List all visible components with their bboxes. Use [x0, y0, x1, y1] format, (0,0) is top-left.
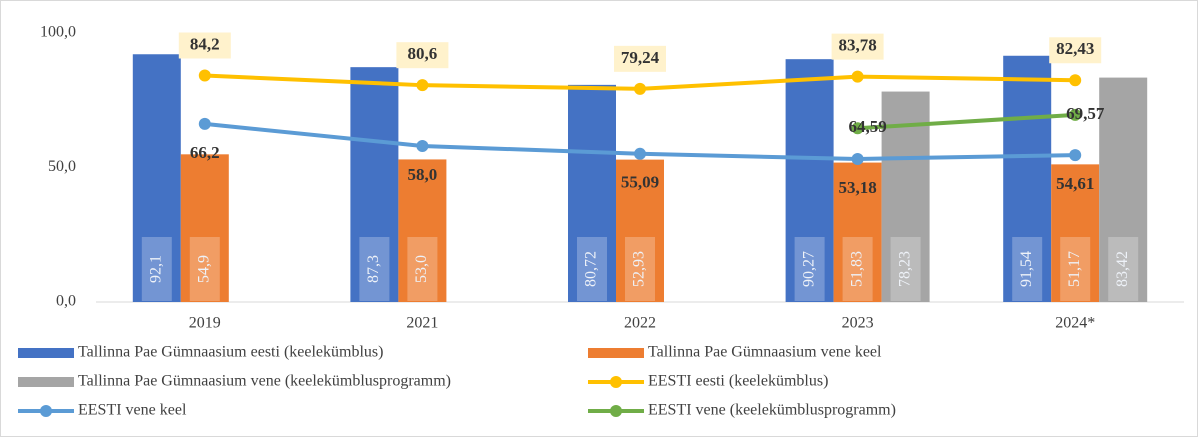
bar: [1099, 77, 1148, 303]
line-point: [198, 69, 211, 82]
bar-value-label: 91,54: [1018, 251, 1035, 287]
line-value-label: 55,09: [621, 173, 659, 192]
legend-swatch: [588, 348, 644, 358]
line-point: [416, 139, 429, 152]
line-value-label: 58,0: [408, 165, 438, 184]
bar-value-label: 92,1: [147, 255, 164, 283]
bar-label-box: [794, 237, 825, 301]
y-tick-label: 50,0: [48, 158, 76, 175]
bar-value-label: 83,42: [1114, 251, 1131, 287]
bar-value-label: 87,3: [365, 255, 382, 283]
bar-value-label: 90,27: [800, 251, 817, 287]
line-point: [634, 82, 646, 95]
bar: [350, 67, 399, 303]
legend-label: EESTI vene keel: [78, 402, 187, 419]
line-value-label: 79,24: [621, 48, 660, 67]
bar-label-box: [577, 237, 607, 301]
bar-value-label: 53,0: [413, 255, 430, 283]
line-value-label: 66,2: [190, 143, 220, 162]
line-label-box: [396, 42, 449, 69]
line-point: [1069, 108, 1082, 121]
legend-swatch-point: [610, 376, 622, 388]
x-tick-label: 2023: [842, 315, 874, 332]
bar-label-box: [359, 237, 390, 301]
line-value-label: 54,61: [1056, 174, 1094, 193]
bar-label-box: [890, 237, 921, 301]
bar: [132, 54, 181, 302]
y-tick-label: 100,0: [40, 24, 76, 41]
legend-swatch: [18, 377, 74, 387]
bar-label-box: [1108, 237, 1139, 301]
bar-label-box: [189, 237, 220, 301]
legend-swatch: [18, 348, 74, 358]
line-point: [198, 117, 211, 130]
line-point: [1069, 74, 1082, 87]
bar-value-label: 80,72: [583, 251, 600, 287]
line: [855, 112, 1078, 131]
line-value-label: 80,6: [408, 44, 438, 63]
bar-label-box: [1060, 237, 1091, 301]
legend-label: Tallinna Pae Gümnaasium vene keel: [648, 344, 882, 361]
line-label-box: [614, 45, 666, 72]
bar-value-label: 54,9: [195, 255, 212, 283]
x-tick-label: 2019: [189, 315, 221, 332]
bar-label-box: [625, 237, 655, 301]
legend-label: EESTI eesti (keelekümblus): [648, 373, 828, 390]
x-tick-label: 2024*: [1055, 315, 1095, 332]
line-value-label: 82,43: [1056, 39, 1094, 58]
x-tick-label: 2022: [624, 315, 656, 332]
y-tick-label: 0,0: [56, 293, 76, 310]
legend-label: EESTI vene (keelekümblusprogramm): [648, 402, 896, 419]
bar: [785, 59, 834, 302]
bar-value-label: 51,83: [848, 251, 865, 287]
line-value-label: 53,18: [838, 178, 876, 197]
line-point: [851, 70, 864, 83]
bar-value-label: 52,93: [631, 251, 648, 287]
line-label-box: [831, 33, 884, 60]
legend-swatch-point: [610, 405, 622, 417]
bar-value-label: 51,17: [1066, 251, 1083, 287]
bar: [398, 159, 447, 302]
line-point: [634, 147, 646, 160]
bar: [833, 162, 882, 302]
bar: [568, 84, 616, 303]
line-label-box: [178, 32, 231, 59]
line-value-label: 64,59: [848, 117, 886, 136]
line-value-label: 83,78: [838, 36, 876, 55]
bar-value-label: 78,23: [896, 251, 913, 287]
line-value-label: 84,2: [190, 34, 220, 53]
bar: [1003, 55, 1052, 302]
bar-label-box: [407, 237, 438, 301]
bar-label-box: [141, 237, 172, 301]
bar: [180, 154, 229, 302]
legend-label: Tallinna Pae Gümnaasium vene (keelekümbl…: [78, 373, 451, 390]
line-value-label: 69,57: [1066, 104, 1105, 123]
bar: [616, 159, 664, 302]
legend-label: Tallinna Pae Gümnaasium eesti (keelekümb…: [78, 344, 383, 361]
bar-label-box: [842, 237, 873, 301]
line-point: [851, 122, 864, 135]
bar-label-box: [1012, 237, 1043, 301]
x-tick-label: 2021: [406, 315, 438, 332]
line-point: [851, 152, 864, 165]
line-point: [1069, 149, 1082, 162]
line-label-box: [1049, 37, 1102, 64]
line-point: [416, 79, 429, 92]
legend-swatch-point: [40, 405, 52, 417]
bar: [1051, 164, 1100, 302]
